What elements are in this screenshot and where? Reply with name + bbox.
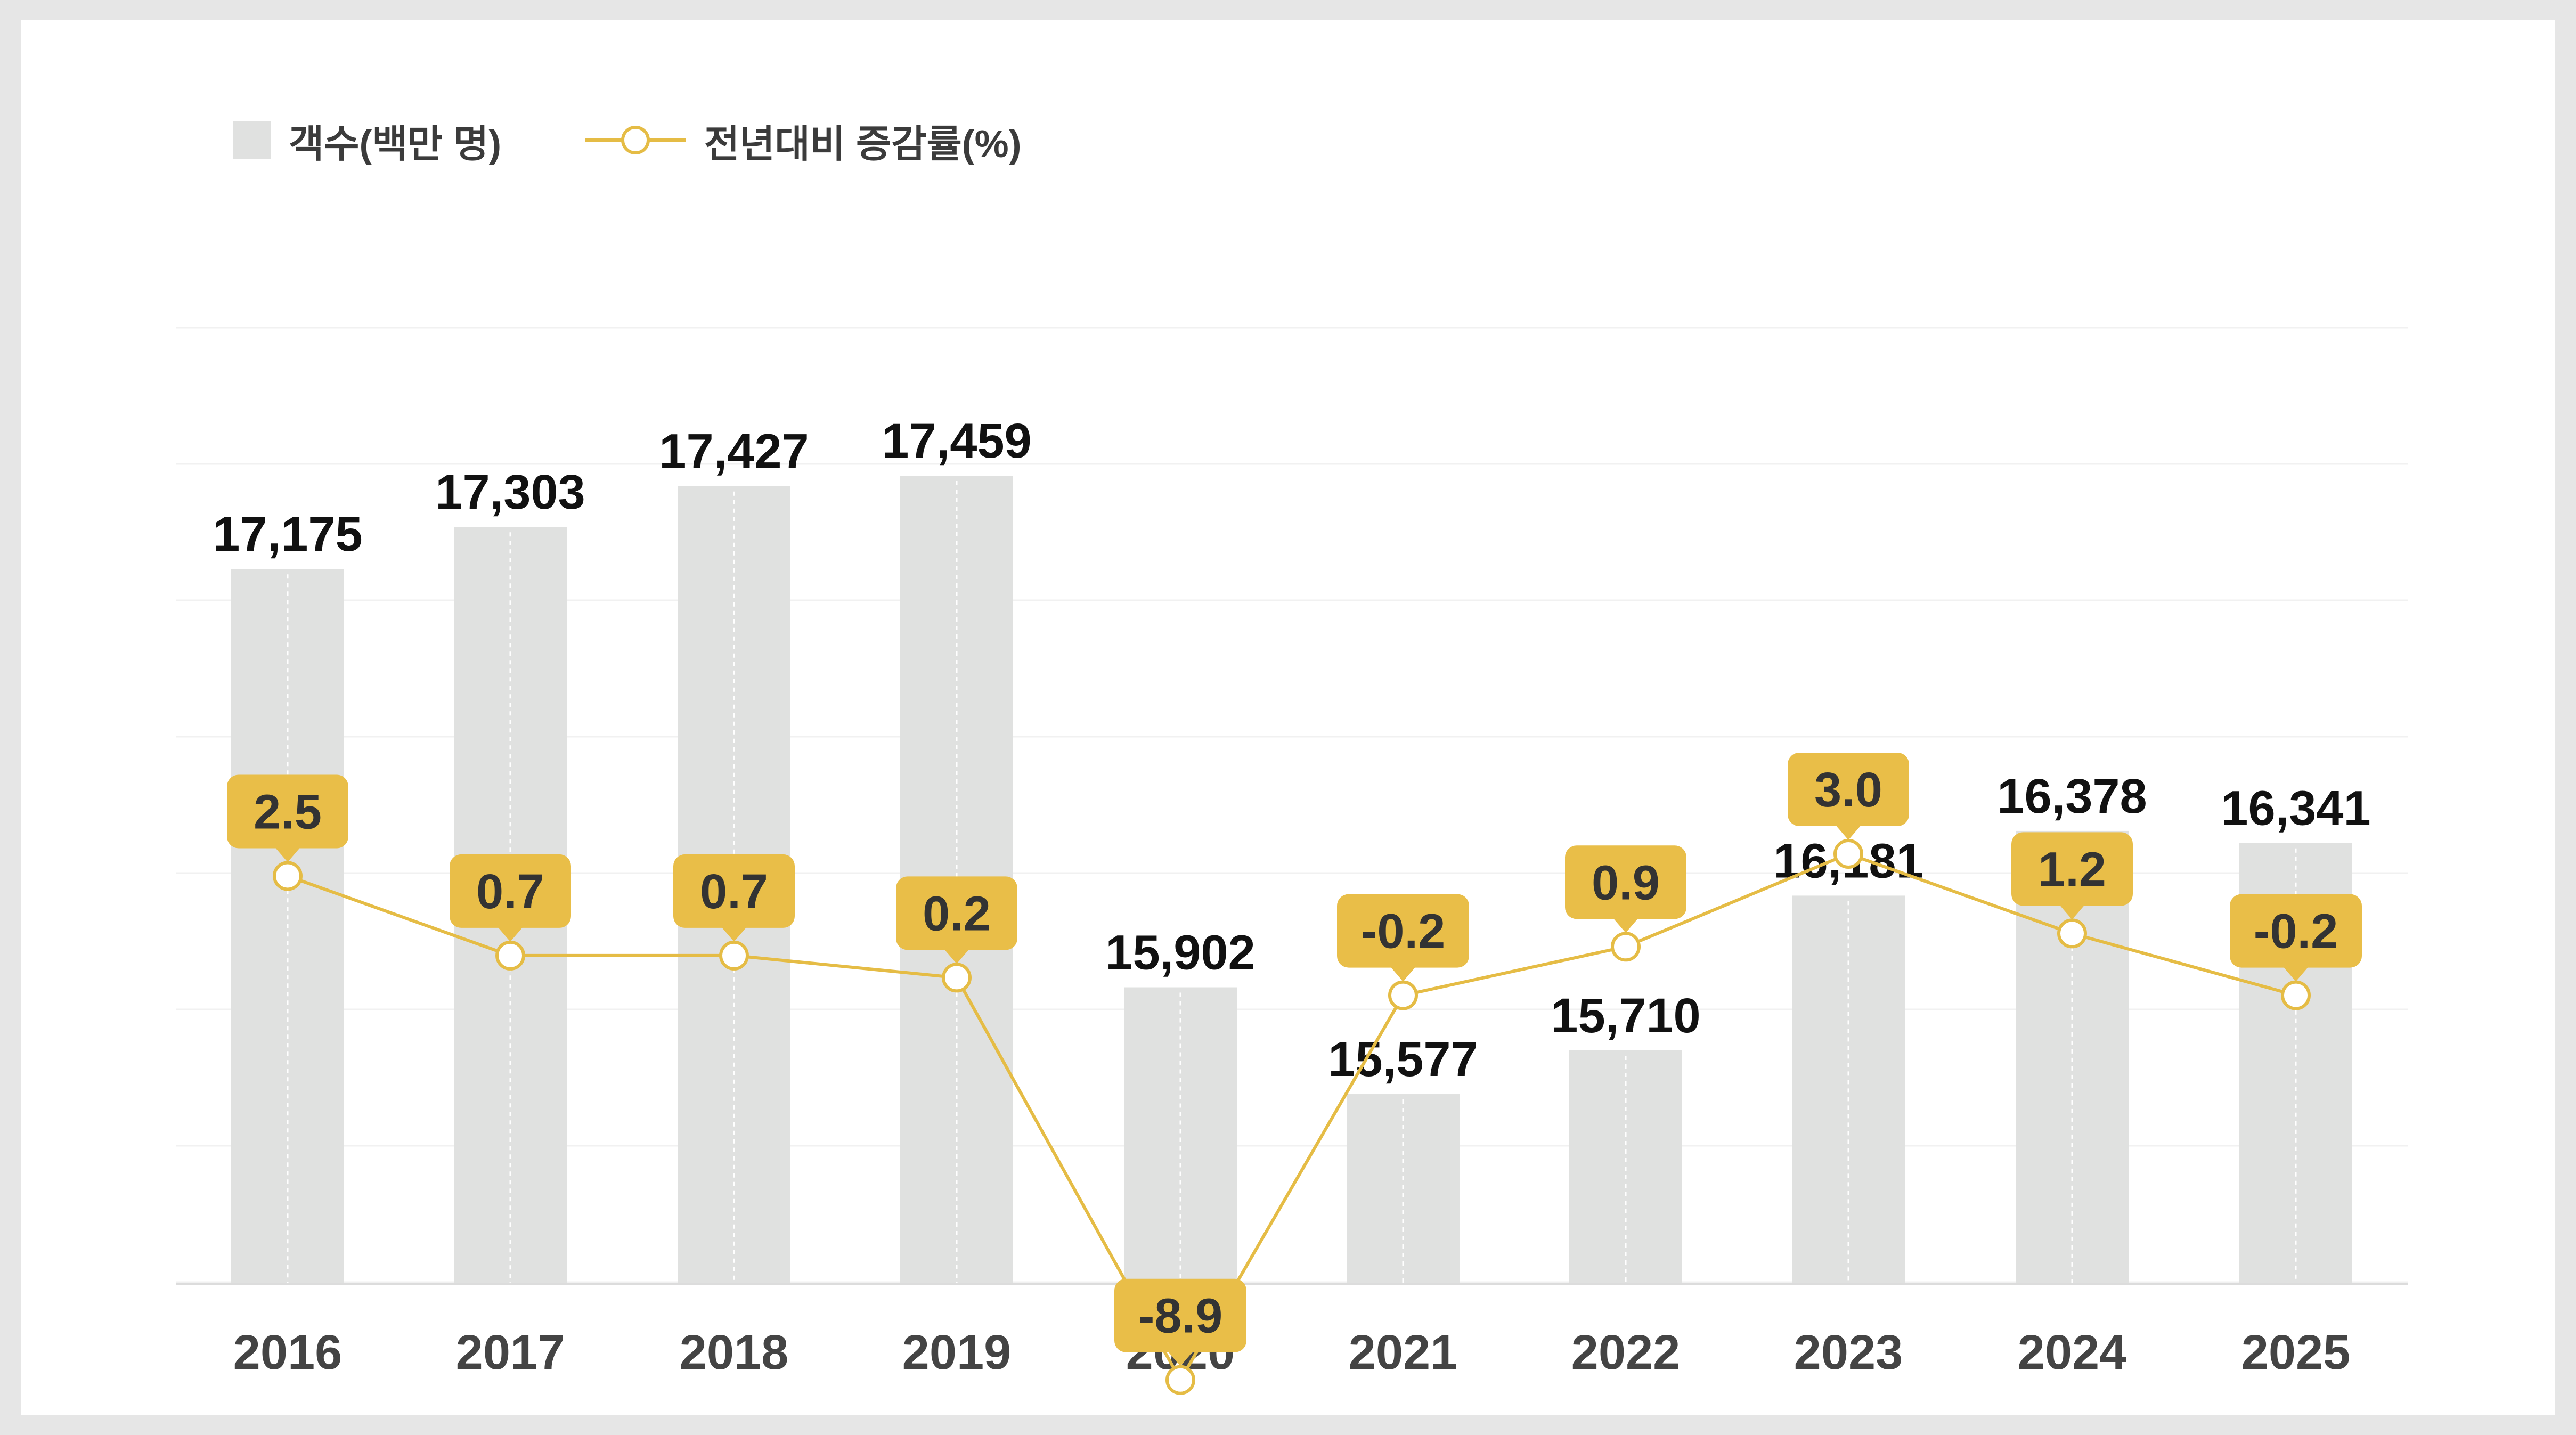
x-tick-label: 2016 xyxy=(233,1325,343,1380)
growth-rate-bubble xyxy=(2011,832,2133,906)
growth-rate-label: 0.9 xyxy=(1592,855,1660,910)
growth-rate-label: 0.2 xyxy=(923,886,991,941)
legend-bar-label: 객수(백만 명) xyxy=(289,123,502,166)
bar-value-label: 15,710 xyxy=(1551,989,1700,1043)
growth-rate-label: -8.9 xyxy=(1138,1289,1223,1343)
growth-rate-bubble xyxy=(450,854,571,928)
growth-rate-bubble-pointer xyxy=(721,926,747,942)
bar-value-label: 15,577 xyxy=(1328,1032,1478,1087)
growth-rate-bubble-pointer xyxy=(1836,825,1861,840)
x-tick-label: 2018 xyxy=(680,1325,789,1380)
growth-rate-bubble xyxy=(673,854,795,928)
x-tick-label: 2023 xyxy=(1794,1325,1903,1380)
growth-rate-label: 0.7 xyxy=(476,865,544,919)
growth-rate-bubble xyxy=(1114,1278,1246,1352)
growth-rate-bubble xyxy=(1788,753,1909,826)
growth-rate-bubble-pointer xyxy=(498,926,523,942)
growth-rate-label: 1.2 xyxy=(2038,842,2106,896)
growth-rate-bubble xyxy=(227,774,348,849)
x-tick-label: 2021 xyxy=(1349,1325,1458,1380)
growth-rate-bubble-pointer xyxy=(944,949,969,964)
growth-rate-point xyxy=(1165,1365,1195,1395)
legend-line-swatch xyxy=(585,126,686,154)
growth-rate-point xyxy=(495,940,525,971)
growth-rate-bubble-pointer xyxy=(275,847,300,862)
growth-rate-bubble-pointer xyxy=(1390,966,1416,982)
legend-bar-swatch xyxy=(233,121,271,159)
growth-rate-point xyxy=(942,963,972,993)
growth-rate-point xyxy=(2281,980,2311,1010)
bar-value-label: 17,303 xyxy=(435,465,585,519)
growth-rate-label: 2.5 xyxy=(254,785,322,839)
growth-rate-label: 3.0 xyxy=(1814,763,1882,817)
chart-panel: 객수(백만 명) 전년대비 증감률(%) xyxy=(21,20,2555,1415)
x-tick-label: 2022 xyxy=(1571,1325,1681,1380)
legend-line-label: 전년대비 증감률(%) xyxy=(704,123,1022,166)
growth-rate-point xyxy=(2057,918,2087,949)
growth-rate-line xyxy=(287,852,2296,1382)
growth-rate-bubble-pointer xyxy=(1613,918,1638,933)
growth-rate-bubble-pointer xyxy=(1168,1351,1193,1366)
bar-value-label: 16,341 xyxy=(2221,781,2370,836)
growth-rate-bubble xyxy=(2230,894,2362,968)
growth-rate-label: -0.2 xyxy=(2254,904,2338,959)
x-tick-label: 2024 xyxy=(2018,1325,2127,1380)
x-tick-label: 2025 xyxy=(2241,1325,2351,1380)
growth-rate-bubble xyxy=(1337,894,1469,968)
legend-item-line: 전년대비 증감률(%) xyxy=(585,113,1022,167)
growth-rate-bubble xyxy=(896,876,1017,950)
growth-rate-point xyxy=(1611,932,1641,962)
growth-rate-bubble xyxy=(1565,845,1686,919)
growth-rate-point xyxy=(273,861,303,891)
x-tick-label: 2017 xyxy=(456,1325,565,1380)
legend-item-bar: 객수(백만 명) xyxy=(233,113,501,167)
growth-rate-point xyxy=(1833,839,1863,869)
bar-value-label: 15,902 xyxy=(1105,926,1255,980)
growth-rate-label: 0.7 xyxy=(700,865,768,919)
bar xyxy=(1124,987,1237,1284)
growth-rate-point xyxy=(1388,980,1418,1010)
growth-rate-label: -0.2 xyxy=(1361,904,1446,959)
bar-value-label: 17,459 xyxy=(882,414,1031,468)
bar-value-label: 17,175 xyxy=(213,507,362,561)
x-tick-label: 2019 xyxy=(902,1325,1012,1380)
growth-rate-bubble-pointer xyxy=(2283,966,2309,982)
bar-value-label: 16,378 xyxy=(1997,769,2147,824)
growth-rate-bubble-pointer xyxy=(2059,904,2085,920)
growth-rate-point xyxy=(719,940,749,971)
bar-value-label: 17,427 xyxy=(659,425,809,479)
